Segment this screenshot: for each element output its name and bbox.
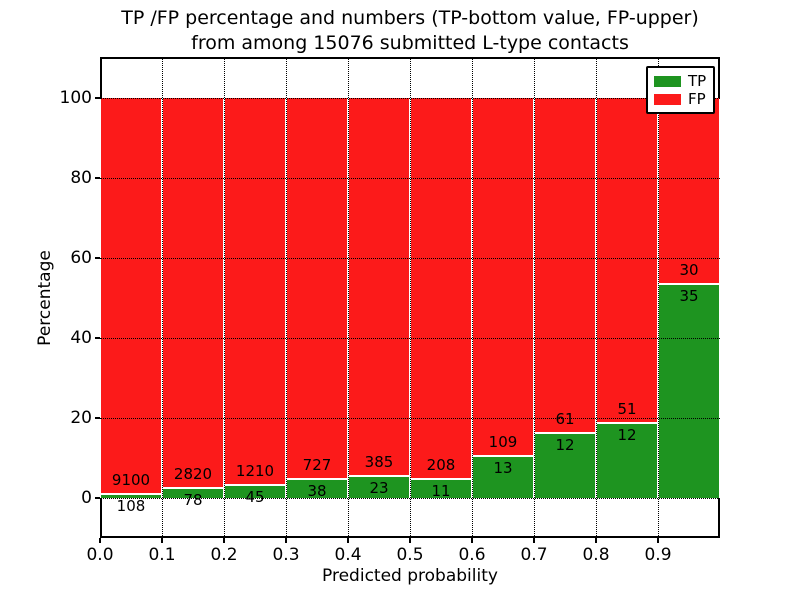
x-tick-label: 0.1 — [148, 545, 176, 565]
x-tick — [223, 538, 225, 543]
legend-label-fp: FP — [688, 90, 706, 108]
chart-title-line1: TP /FP percentage and numbers (TP-bottom… — [121, 7, 699, 29]
x-tick — [595, 538, 597, 543]
x-tick-label: 0.3 — [272, 545, 300, 565]
x-tick-label: 0.7 — [520, 545, 548, 565]
x-tick-label: 0.6 — [458, 545, 486, 565]
chart-title-line2: from among 15076 submitted L-type contac… — [191, 32, 629, 54]
y-tick-label: 100 — [59, 88, 92, 108]
legend-row-fp: FP — [654, 91, 707, 107]
legend: TP FP — [646, 66, 715, 114]
x-tick — [161, 538, 163, 543]
plot-area — [100, 57, 720, 538]
x-axis-label: Predicted probability — [322, 566, 498, 586]
legend-swatch-tp — [654, 75, 681, 87]
legend-swatch-fp — [654, 93, 681, 105]
x-tick — [285, 538, 287, 543]
x-tick — [657, 538, 659, 543]
y-tick-label: 0 — [81, 488, 92, 508]
y-axis-label: Percentage — [35, 250, 55, 346]
x-tick-label: 0.2 — [210, 545, 238, 565]
x-tick — [409, 538, 411, 543]
y-tick-label: 80 — [70, 168, 92, 188]
x-tick-label: 0.8 — [582, 545, 610, 565]
x-tick-label: 0.5 — [396, 545, 424, 565]
chart-title: TP /FP percentage and numbers (TP-bottom… — [100, 6, 720, 56]
x-tick — [533, 538, 535, 543]
legend-label-tp: TP — [688, 72, 707, 90]
y-tick-label: 20 — [70, 408, 92, 428]
x-tick — [347, 538, 349, 543]
x-tick-label: 0.9 — [644, 545, 672, 565]
x-tick — [471, 538, 473, 543]
x-tick — [99, 538, 101, 543]
x-tick-label: 0.4 — [334, 545, 362, 565]
x-tick-label: 0.0 — [86, 545, 114, 565]
legend-row-tp: TP — [654, 73, 707, 89]
